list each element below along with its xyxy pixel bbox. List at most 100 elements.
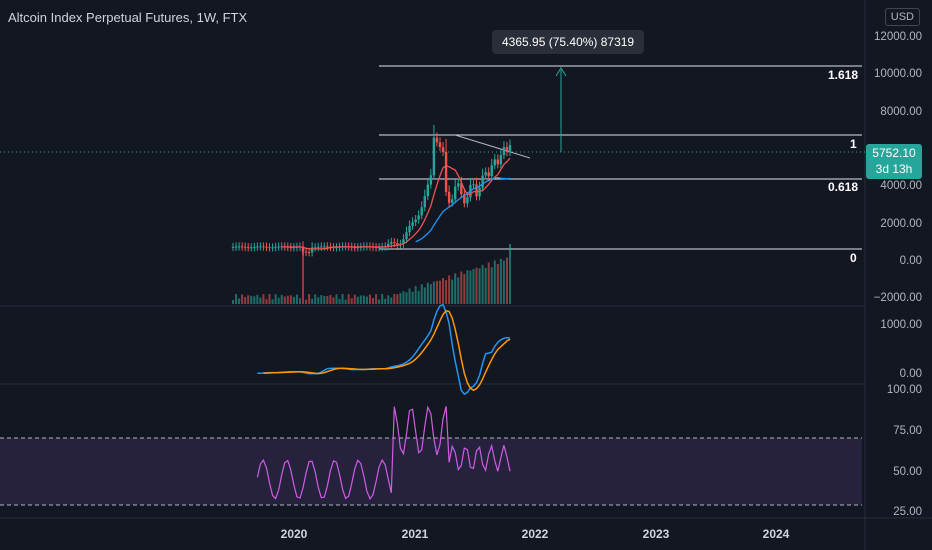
volume-bar — [417, 291, 420, 304]
volume-bar — [493, 260, 496, 304]
volume-bar — [286, 295, 289, 304]
candle — [259, 246, 262, 248]
volume-bar — [478, 268, 481, 304]
volume-bar — [469, 270, 472, 304]
volume-bar — [314, 294, 317, 304]
candle — [432, 137, 436, 176]
candle — [335, 247, 338, 249]
time-tick: 2021 — [401, 527, 429, 541]
volume-bar — [329, 294, 332, 304]
volume-bar — [438, 280, 441, 304]
candlesticks — [231, 124, 512, 257]
trendline[interactable] — [454, 134, 531, 159]
volume-bar — [381, 294, 384, 304]
candle — [237, 246, 241, 248]
volume-bar — [241, 294, 244, 304]
volume-bar — [253, 296, 256, 304]
candle — [374, 247, 378, 249]
last-price-badge: 5752.10 3d 13h — [866, 144, 922, 179]
candle — [393, 242, 396, 244]
volume-bar — [247, 295, 250, 304]
volume-bar — [463, 274, 466, 304]
rsi-tick: 50.00 — [893, 466, 922, 478]
candle — [402, 239, 405, 244]
volume-bar — [277, 297, 280, 304]
candle — [429, 175, 433, 185]
volume-bar — [399, 293, 402, 304]
candle — [414, 219, 417, 223]
volume-bar — [338, 298, 341, 304]
signal-line — [263, 309, 511, 392]
candle — [323, 246, 326, 248]
bar-countdown: 3d 13h — [875, 162, 913, 176]
volume-bar — [420, 284, 423, 304]
candle — [265, 246, 268, 248]
volume-bar — [305, 299, 308, 304]
volume-bar — [283, 296, 286, 304]
rsi-tick: 75.00 — [893, 425, 922, 437]
candle — [505, 147, 509, 153]
candle — [490, 165, 493, 177]
last-price-value: 5752.10 — [872, 146, 916, 160]
volume-bar — [302, 249, 305, 304]
volume-bar — [326, 296, 329, 304]
candle — [411, 222, 414, 226]
candle — [313, 247, 317, 249]
volume-bar — [402, 291, 405, 304]
candle — [493, 159, 496, 166]
time-tick: 2022 — [521, 527, 549, 541]
candle — [310, 247, 314, 253]
candle — [484, 172, 487, 176]
fib-label: 0.618 — [828, 180, 859, 194]
candle — [301, 246, 305, 252]
volume-bar — [250, 295, 253, 304]
volume-bar — [262, 294, 265, 304]
currency-button[interactable]: USD — [884, 8, 920, 26]
candle — [444, 151, 448, 192]
candle — [454, 186, 457, 200]
candle — [256, 246, 259, 248]
ma-slow-line — [415, 176, 511, 243]
macd-tick: 0.00 — [899, 368, 922, 380]
price-tick: 12000.00 — [874, 31, 922, 43]
volume-bar — [396, 294, 399, 304]
volume-bar — [408, 288, 411, 304]
candle — [240, 246, 244, 248]
volume-bars — [232, 244, 511, 304]
volume-bar — [332, 297, 335, 304]
volume-bar — [311, 298, 314, 304]
volume-bar — [393, 294, 396, 304]
volume-bar — [232, 300, 234, 304]
volume-bar — [341, 294, 344, 304]
candle — [231, 246, 235, 248]
candle — [405, 232, 408, 240]
volume-bar — [375, 294, 378, 304]
rsi-tick: 100.00 — [886, 384, 922, 396]
candle — [457, 183, 460, 187]
volume-bar — [475, 267, 478, 304]
volume-bar — [442, 278, 445, 304]
volume-bar — [353, 294, 356, 304]
candle — [502, 147, 506, 156]
volume-bar — [384, 298, 387, 304]
volume-bar — [323, 295, 326, 304]
volume-bar — [484, 267, 487, 304]
volume-bar — [356, 296, 359, 304]
candle — [390, 242, 393, 244]
volume-bar — [466, 270, 469, 304]
volume-bar — [265, 299, 268, 304]
chart-title: Altcoin Index Perpetual Futures, 1W, FTX — [8, 10, 248, 25]
ma-fast-line — [281, 157, 511, 250]
volume-bar — [256, 294, 259, 304]
volume-bar — [487, 262, 490, 304]
volume-bar — [454, 273, 457, 304]
volume-bar — [505, 257, 508, 304]
macd-tick: 1000.00 — [880, 319, 922, 331]
volume-bar — [460, 271, 463, 304]
candle — [472, 184, 475, 186]
candle — [377, 247, 381, 249]
time-tick: 2024 — [762, 527, 790, 541]
fib-label: 1.618 — [828, 68, 859, 82]
candle — [496, 159, 500, 165]
